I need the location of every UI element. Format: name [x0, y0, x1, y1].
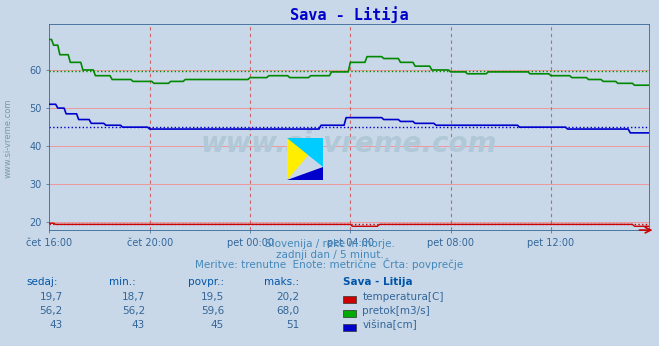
- Text: 43: 43: [49, 320, 63, 330]
- Text: 56,2: 56,2: [40, 306, 63, 316]
- Text: 43: 43: [132, 320, 145, 330]
- Text: 51: 51: [287, 320, 300, 330]
- Text: višina[cm]: višina[cm]: [362, 319, 417, 330]
- Text: 56,2: 56,2: [122, 306, 145, 316]
- Text: www.si-vreme.com: www.si-vreme.com: [3, 99, 13, 178]
- Title: Sava - Litija: Sava - Litija: [290, 6, 409, 23]
- Text: pretok[m3/s]: pretok[m3/s]: [362, 306, 430, 316]
- Text: povpr.:: povpr.:: [188, 277, 224, 288]
- Text: min.:: min.:: [109, 277, 136, 288]
- Text: Meritve: trenutne  Enote: metrične  Črta: povprečje: Meritve: trenutne Enote: metrične Črta: …: [195, 258, 464, 270]
- Text: 45: 45: [211, 320, 224, 330]
- Text: Slovenija / reke in morje.: Slovenija / reke in morje.: [264, 239, 395, 249]
- Text: 19,5: 19,5: [201, 292, 224, 302]
- Text: 59,6: 59,6: [201, 306, 224, 316]
- Text: zadnji dan / 5 minut.: zadnji dan / 5 minut.: [275, 250, 384, 260]
- Text: sedaj:: sedaj:: [26, 277, 58, 288]
- Text: 20,2: 20,2: [277, 292, 300, 302]
- Text: Sava - Litija: Sava - Litija: [343, 277, 413, 288]
- Polygon shape: [287, 138, 323, 167]
- Text: temperatura[C]: temperatura[C]: [362, 292, 444, 302]
- Polygon shape: [287, 138, 323, 180]
- Text: www.si-vreme.com: www.si-vreme.com: [201, 130, 498, 158]
- Polygon shape: [287, 167, 323, 180]
- Text: 68,0: 68,0: [277, 306, 300, 316]
- Text: maks.:: maks.:: [264, 277, 299, 288]
- Text: 19,7: 19,7: [40, 292, 63, 302]
- Text: 18,7: 18,7: [122, 292, 145, 302]
